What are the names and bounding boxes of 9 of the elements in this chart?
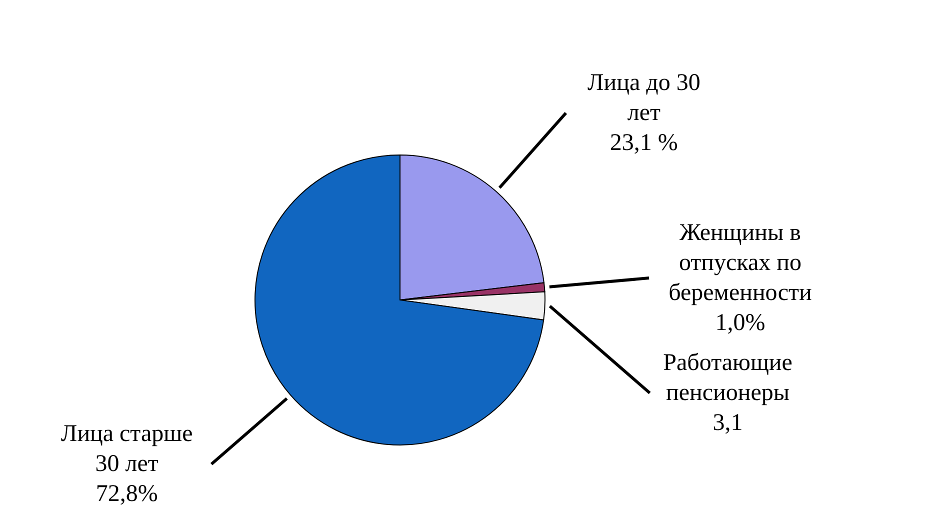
data-label: 3,1 — [712, 410, 743, 436]
pie-slice — [254, 154, 544, 446]
data-label: 1,0% — [715, 310, 766, 336]
data-label: 23,1 % — [610, 130, 678, 156]
slice-label: Женщины в отпусках по беременности — [668, 220, 812, 306]
data-label: 72,8% — [96, 481, 158, 505]
slice-label: Лица старше 30 лет — [60, 421, 193, 478]
slice-label: Лица до 30 лет — [588, 70, 700, 126]
slice-label: Работающие пенсионеры — [663, 350, 792, 406]
